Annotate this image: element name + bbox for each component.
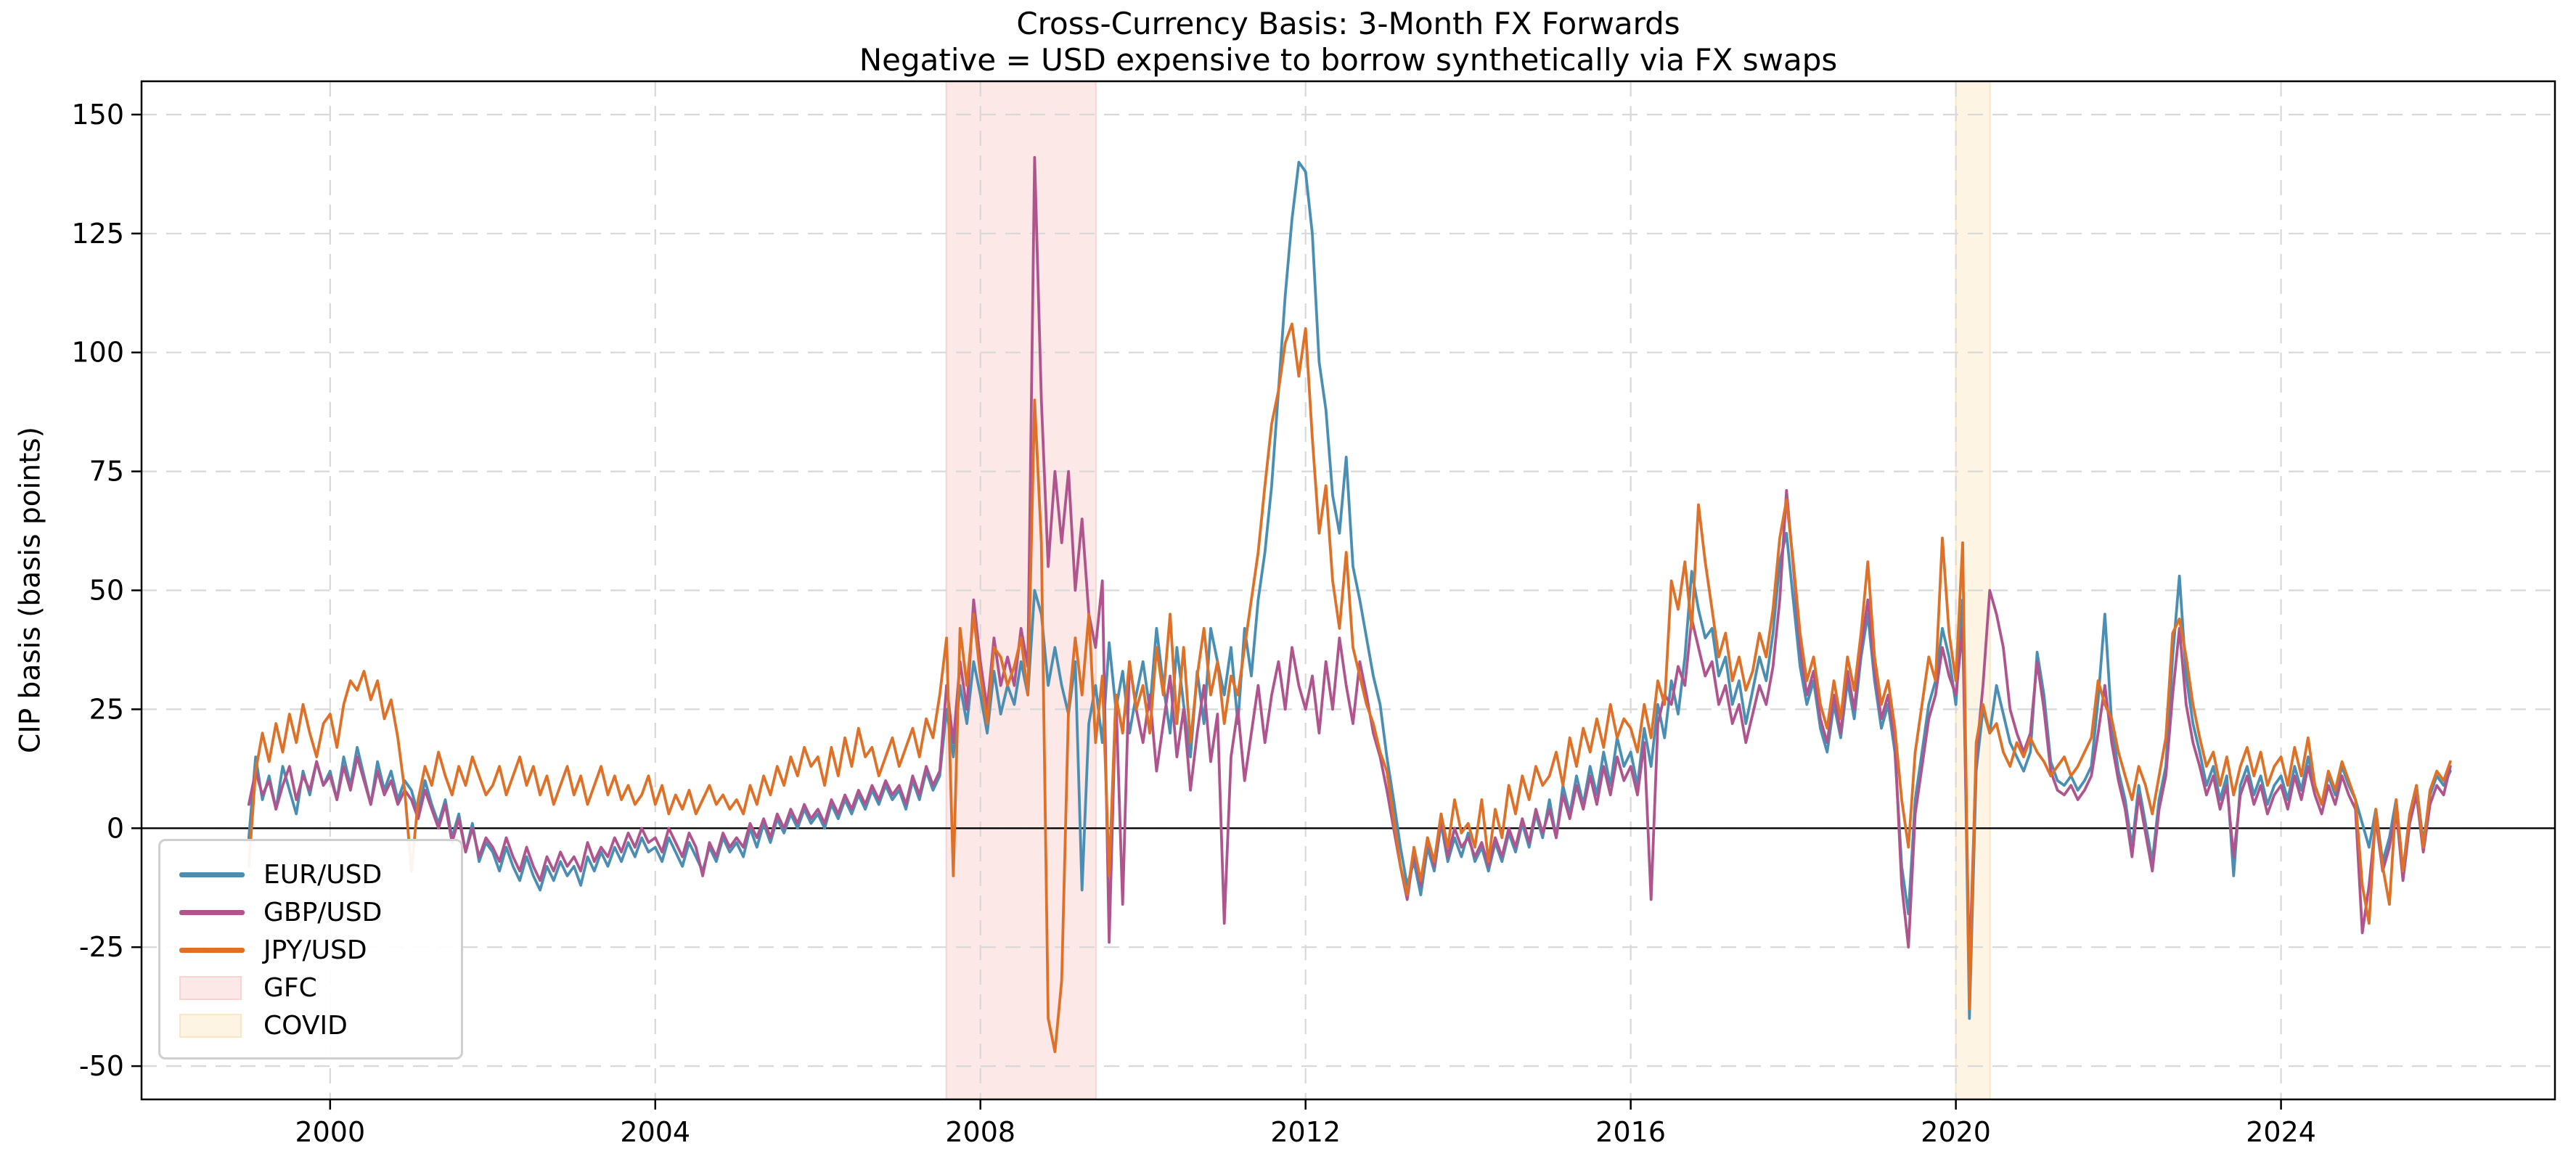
series-eurusd xyxy=(247,160,2452,1020)
y-tick-label: 25 xyxy=(89,693,124,725)
eurusd-line-swatch-icon xyxy=(179,872,245,877)
x-tick-label: 2008 xyxy=(945,1116,1015,1148)
x-tick-label: 2020 xyxy=(1921,1116,1991,1148)
x-tick-label: 2012 xyxy=(1270,1116,1341,1148)
tick-labels: 2000 2004 2008 2012 2016 2020 2024 -50 -25 0 25 50 7… xyxy=(71,99,2315,1148)
y-tick-label: 100 xyxy=(71,337,124,369)
legend-label-gbpusd: GBP/USD xyxy=(263,897,383,927)
covid-band-swatch-icon xyxy=(179,1013,242,1038)
legend-item-gbpusd: GBP/USD xyxy=(179,893,454,931)
y-tick-label: 50 xyxy=(89,575,124,607)
tick-marks xyxy=(131,113,2282,1110)
chart-title: Cross-Currency Basis: 3-Month FX Forward… xyxy=(1016,6,1680,41)
x-tick-label: 2016 xyxy=(1595,1116,1666,1148)
legend-item-eurusd: EUR/USD xyxy=(179,856,454,893)
y-tick-label: -25 xyxy=(79,931,124,963)
x-tick-label: 2004 xyxy=(620,1116,690,1148)
legend-label-jpyusd: JPY/USD xyxy=(263,935,367,965)
x-tick-label: 2024 xyxy=(2246,1116,2316,1148)
legend-item-jpyusd: JPY/USD xyxy=(179,931,454,969)
series-gbpusd xyxy=(247,156,2452,972)
y-tick-label: 150 xyxy=(71,99,124,131)
gbpusd-line-swatch-icon xyxy=(179,909,245,915)
title-block: Cross-Currency Basis: 3-Month FX Forward… xyxy=(142,6,2555,78)
legend-item-gfc: GFC xyxy=(179,969,454,1007)
y-tick-label: 125 xyxy=(71,218,124,250)
y-tick-label: -50 xyxy=(79,1050,124,1082)
y-tick-label: 75 xyxy=(89,456,124,488)
gfc-band-swatch-icon xyxy=(179,975,242,1000)
legend-label-gfc: GFC xyxy=(263,972,317,1003)
chart-subtitle: Negative = USD expensive to borrow synth… xyxy=(859,42,1838,78)
y-tick-label: 0 xyxy=(107,812,124,844)
legend-label-eurusd: EUR/USD xyxy=(263,859,383,890)
series-lines xyxy=(247,156,2452,1054)
jpyusd-line-swatch-icon xyxy=(179,947,245,953)
y-axis-label: CIP basis (basis points) xyxy=(14,427,47,753)
x-tick-label: 2000 xyxy=(295,1116,365,1148)
band-gfc xyxy=(945,81,1097,1100)
legend: EUR/USD GBP/USD JPY/USD GFC COVID xyxy=(158,839,463,1060)
series-jpyusd xyxy=(247,322,2452,1054)
legend-label-covid: COVID xyxy=(263,1010,348,1041)
legend-item-covid: COVID xyxy=(179,1007,454,1044)
